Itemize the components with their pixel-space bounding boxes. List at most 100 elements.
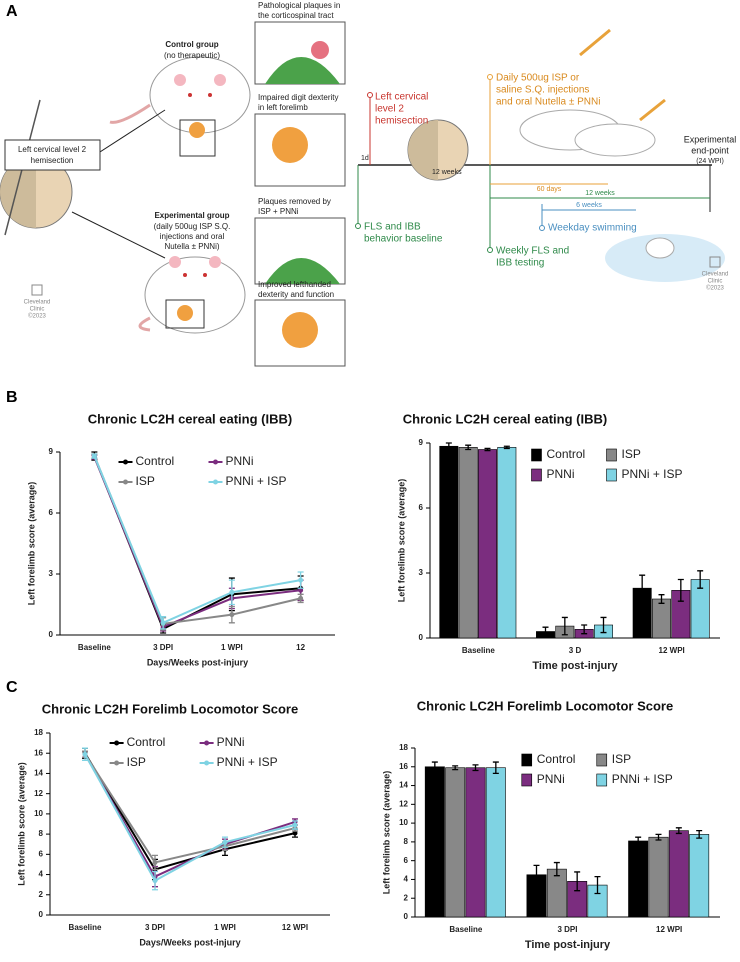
cereal [282, 312, 318, 348]
y-tick-label: 2 [404, 893, 409, 902]
rat-eye [203, 273, 207, 277]
legend-swatch [606, 448, 617, 462]
y-axis-label: Left forelimb score (average) [26, 482, 36, 606]
x-tick-label: 12 WPI [282, 923, 308, 932]
bar [445, 767, 466, 918]
legend-label: PNNi [226, 454, 254, 468]
point [298, 587, 304, 593]
event-label: level 2 [375, 104, 404, 115]
event-label: and oral Nutella ± PNNi [496, 97, 600, 108]
x-tick-label: 12 WPI [659, 646, 685, 655]
event-label: end-point [691, 145, 729, 155]
legend-label: ISP [136, 474, 155, 488]
event-dot [487, 74, 493, 80]
cereal [177, 305, 193, 321]
error-bar [574, 871, 581, 892]
spinal-cord-half [408, 120, 438, 180]
error-bar [677, 578, 684, 602]
event-dot [487, 247, 493, 253]
inset-caption: Pathological plaques in [258, 1, 340, 10]
logo-text: Clinic [30, 307, 45, 313]
legend-label: Control [127, 735, 166, 749]
legend-label: PNNi + ISP [612, 772, 673, 786]
y-tick-label: 6 [49, 508, 54, 517]
legend-swatch [521, 773, 533, 787]
y-tick-label: 0 [39, 910, 44, 919]
logo-icon [31, 284, 43, 296]
x-tick-label: Baseline [69, 923, 102, 932]
label-box [4, 139, 101, 171]
group-note: (daily 500ug ISP S.Q. [154, 222, 231, 231]
y-tick-label: 4 [404, 875, 409, 884]
event-dot [367, 92, 373, 98]
legend-marker [123, 479, 128, 485]
rat-ear [209, 256, 221, 268]
panel-label: A [6, 3, 18, 20]
legend-label: PNNi + ISP [226, 474, 287, 488]
event-label: saline S.Q. injections [496, 85, 589, 96]
y-tick-label: 2 [39, 890, 44, 899]
error-bar [675, 827, 682, 835]
box-text: Left cervical level 2 [18, 145, 87, 154]
x-tick-label: 3 DPI [145, 923, 165, 932]
time-label: 12 weeks [585, 190, 615, 197]
chart-title: Chronic LC2H cereal eating (IBB) [403, 411, 607, 426]
error-bar [492, 761, 499, 774]
x-tick-label: Baseline [78, 643, 111, 652]
x-tick-label: 12 [296, 643, 305, 652]
x-axis-label: Time post-injury [532, 660, 618, 672]
legend-label: PNNi [537, 772, 565, 786]
tract [265, 258, 340, 284]
logo-text: Cleveland [24, 300, 51, 306]
event-label: Daily 500ug ISP or [496, 73, 580, 84]
rat-ear [169, 256, 181, 268]
error-bar [639, 574, 646, 602]
error-bar [697, 570, 704, 589]
time-label: 1d [361, 155, 369, 162]
bar [465, 767, 486, 918]
bar [439, 445, 459, 639]
legend-marker [114, 760, 120, 766]
group-title: Experimental group [154, 211, 229, 220]
bar [458, 447, 478, 639]
zoom-box [165, 299, 205, 329]
error-bar [465, 444, 472, 451]
x-tick-label: 3 D [569, 646, 582, 655]
tract [265, 57, 340, 84]
legend-label: PNNi + ISP [622, 467, 683, 481]
rat-ear [174, 74, 186, 86]
y-tick-label: 0 [49, 630, 54, 639]
box-text: hemisection [31, 156, 74, 165]
point [152, 859, 158, 865]
chart-title: Chronic LC2H Forelimb Locomotor Score [417, 698, 673, 713]
y-tick-label: 18 [34, 728, 43, 737]
legend-label: Control [136, 454, 175, 468]
inset-caption: Impaired digit dexterity [258, 93, 338, 102]
error-bar [594, 875, 601, 895]
error-bar [484, 447, 491, 452]
point [160, 620, 166, 626]
error-bar [542, 626, 549, 637]
cereal [272, 127, 308, 163]
rat-eye [183, 273, 187, 277]
time-label: 6 weeks [576, 202, 602, 209]
logo-icon [709, 256, 721, 268]
legend-swatch [521, 753, 533, 767]
chart: Chronic LC2H cereal eating (IBB) 0 3 6 9 Left… [26, 411, 335, 667]
x-tick-label: 1 WPI [214, 923, 236, 932]
chart: Chronic LC2H cereal eating (IBB) 0 3 6 9 Left… [396, 411, 720, 672]
x-tick-label: 12 WPI [656, 925, 682, 934]
logo-text: Clinic [708, 279, 723, 285]
series-line [84, 753, 296, 864]
point [292, 822, 298, 828]
y-axis-label: Left forelimb score (average) [381, 771, 391, 895]
event-label: Weekly FLS and [496, 246, 569, 257]
syringe [579, 28, 611, 57]
y-tick-label: 12 [34, 789, 43, 798]
point [229, 612, 235, 618]
point [222, 839, 228, 845]
event-dot [355, 223, 361, 229]
legend-label: Control [547, 447, 586, 461]
legend-marker [114, 740, 120, 746]
